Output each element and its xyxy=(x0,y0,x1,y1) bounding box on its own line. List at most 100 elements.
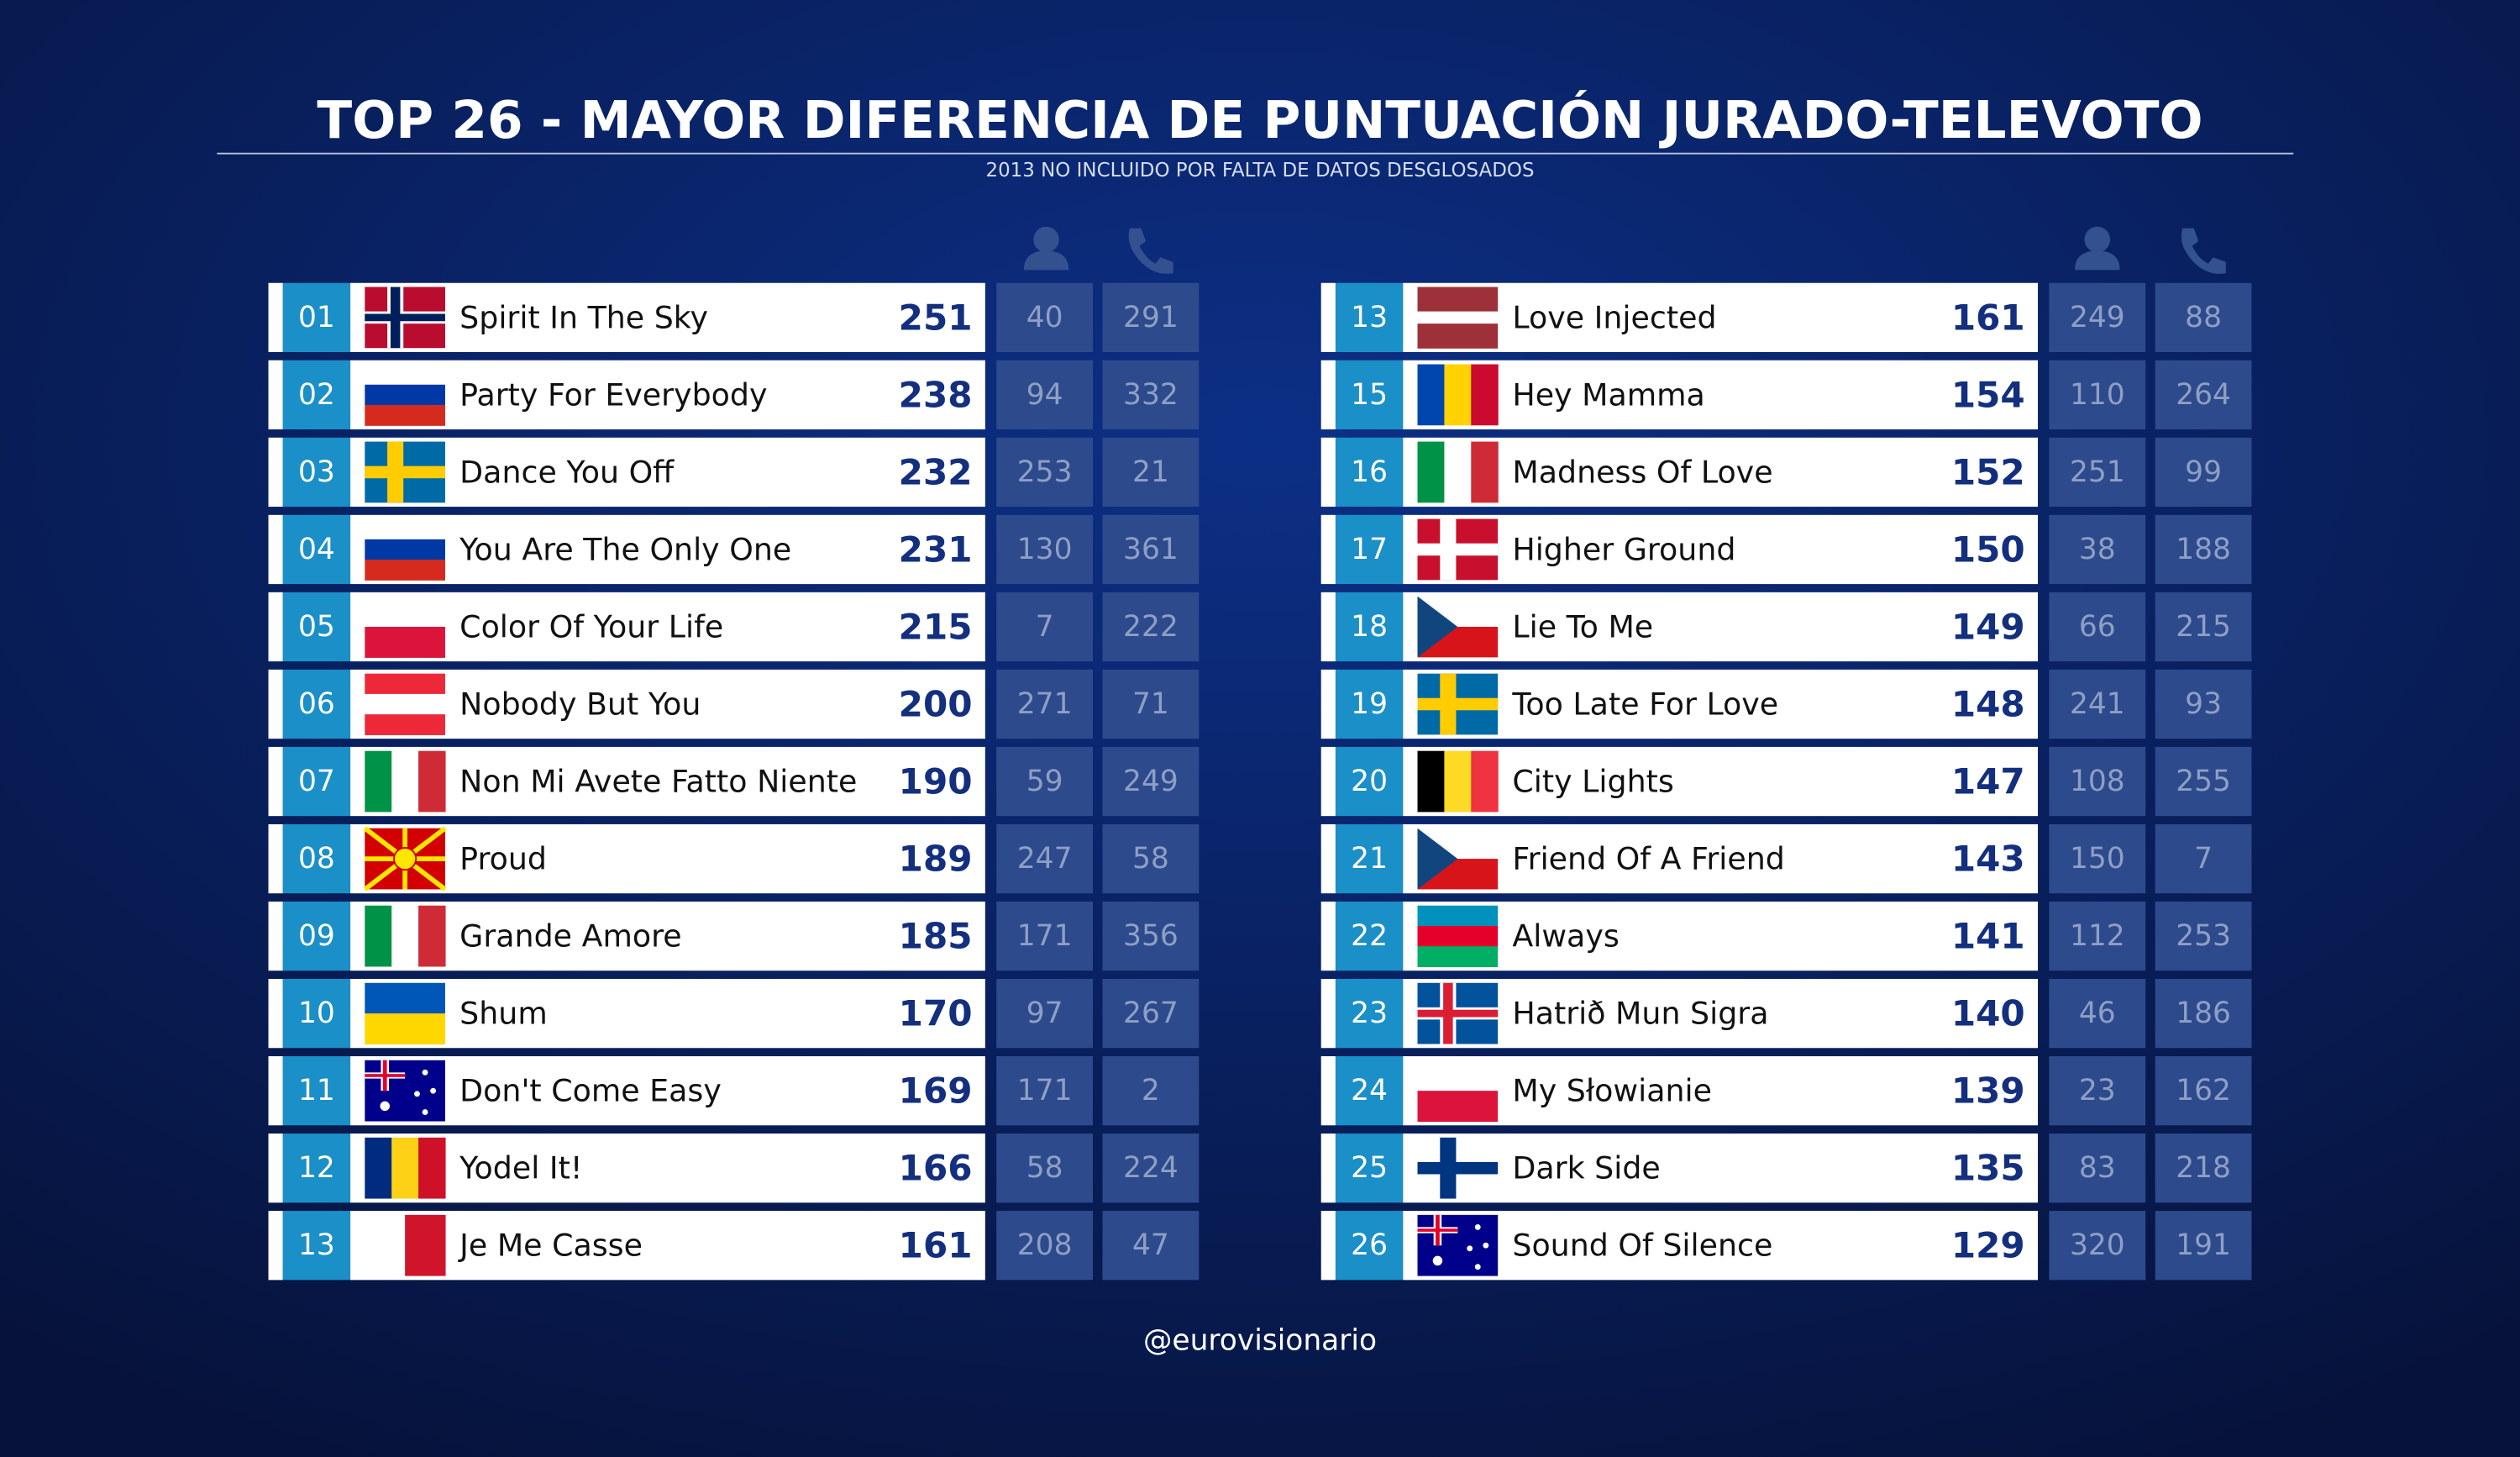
song-title: Dance You Off xyxy=(459,454,675,490)
song-title: Lie To Me xyxy=(1512,608,1653,644)
televote-cell xyxy=(2155,978,2252,1049)
jury-points: 320 xyxy=(2070,1228,2125,1262)
jury-cell xyxy=(996,1134,1094,1203)
flag-part xyxy=(380,1101,390,1112)
jury-points: 83 xyxy=(2079,1151,2116,1185)
ranking-row: 09 Grande Amore 185 171 356 xyxy=(268,901,1200,971)
rank-cell xyxy=(1335,1134,1404,1203)
flag-part xyxy=(1417,323,1499,337)
row-edge xyxy=(268,901,283,971)
televote-points: 224 xyxy=(1123,1151,1179,1185)
televote-cell xyxy=(2155,823,2252,894)
difference: 170 xyxy=(899,993,973,1034)
row-edge xyxy=(1320,978,1336,1049)
song-cell xyxy=(350,1134,985,1203)
row-edge xyxy=(268,514,283,585)
flag xyxy=(1417,441,1499,503)
song-cell xyxy=(1403,437,2039,508)
rank: 06 xyxy=(298,687,335,721)
flag xyxy=(1417,1214,1499,1276)
flag-part xyxy=(365,518,445,540)
rank: 09 xyxy=(298,919,335,953)
jury-cell xyxy=(2049,669,2146,739)
song-title: Spirit In The Sky xyxy=(459,299,708,335)
flag-part xyxy=(405,1214,446,1276)
flag xyxy=(1417,364,1499,426)
song-title: Higher Ground xyxy=(1512,531,1735,567)
flag-part xyxy=(1417,946,1499,968)
televote-cell xyxy=(1102,514,1200,585)
flag-part xyxy=(365,313,445,322)
flag xyxy=(365,287,445,349)
flag-part xyxy=(365,364,445,386)
televote-points: 88 xyxy=(2185,301,2222,334)
rank: 02 xyxy=(298,378,335,412)
flag-part xyxy=(1417,335,1499,349)
row-edge xyxy=(268,592,283,662)
flag-part xyxy=(1417,287,1499,300)
rank-cell xyxy=(282,669,351,739)
rank-cell xyxy=(1335,746,1404,817)
flag-part xyxy=(422,1109,428,1116)
flag-part xyxy=(365,1214,406,1276)
televote-points: 47 xyxy=(1132,1228,1169,1262)
ranking-row: 05 Color Of Your Life 215 7 222 xyxy=(268,592,1200,662)
flag-part xyxy=(365,466,445,479)
televote-points: 2 xyxy=(1142,1074,1160,1107)
row-edge xyxy=(1320,1211,1336,1281)
jury-cell xyxy=(2049,1134,2146,1203)
difference: 152 xyxy=(1951,451,2025,492)
televote-cell xyxy=(1102,1211,1200,1281)
televote-icon xyxy=(2181,228,2226,274)
flag xyxy=(365,1060,445,1122)
song-cell xyxy=(350,437,985,508)
jury-points: 110 xyxy=(2070,378,2125,412)
song-title: Shum xyxy=(459,996,548,1032)
flag-part xyxy=(1417,925,1499,947)
jury-points: 241 xyxy=(2070,687,2125,721)
flag-part xyxy=(1417,543,1499,556)
flag xyxy=(1417,828,1499,890)
flag xyxy=(1417,1137,1499,1199)
ranking-row: 06 Nobody But You 200 271 71 xyxy=(268,669,1200,739)
ranking-row: 21 Friend Of A Friend 143 150 7 xyxy=(1320,823,2252,894)
rank-cell xyxy=(1335,1056,1404,1126)
jury-points: 58 xyxy=(1026,1151,1063,1185)
flag xyxy=(365,1137,446,1199)
televote-cell xyxy=(2155,1134,2252,1203)
rank: 10 xyxy=(298,997,335,1030)
jury-points: 171 xyxy=(1017,1074,1073,1107)
flag xyxy=(365,1214,446,1276)
difference: 149 xyxy=(1951,606,2025,647)
rank: 26 xyxy=(1351,1228,1388,1262)
flag-part xyxy=(365,905,392,967)
rank: 08 xyxy=(298,842,335,876)
song-title: Grande Amore xyxy=(459,918,681,955)
flag-part xyxy=(1467,1245,1473,1252)
flag-part xyxy=(1474,1264,1481,1270)
ranking-row: 11 Don't Come Easy 169 171 2 xyxy=(268,1056,1200,1126)
difference: 166 xyxy=(899,1148,973,1189)
difference: 161 xyxy=(1951,297,2025,338)
jury-points: 208 xyxy=(1017,1228,1073,1262)
ranking-row: 03 Dance You Off 232 253 21 xyxy=(268,437,1200,508)
flag-part xyxy=(1474,1223,1481,1230)
ranking-row: 20 City Lights 147 108 255 xyxy=(1320,746,2252,817)
televote-points: 218 xyxy=(2176,1151,2231,1185)
row-edge xyxy=(268,360,283,430)
televote-cell xyxy=(2155,669,2252,739)
row-edge xyxy=(268,978,283,1049)
row-edge xyxy=(268,746,283,817)
ranking-row: 12 Yodel It! 166 58 224 xyxy=(268,1134,1200,1203)
jury-cell xyxy=(996,592,1094,662)
rank: 01 xyxy=(298,301,335,334)
flag-part xyxy=(1471,441,1499,503)
jury-cell xyxy=(2049,360,2146,430)
song-title: Yodel It! xyxy=(459,1150,582,1186)
difference: 189 xyxy=(899,839,973,880)
jury-cell xyxy=(996,746,1094,817)
flag xyxy=(365,750,446,813)
flag-part xyxy=(365,405,445,426)
televote-icon xyxy=(1128,228,1173,274)
